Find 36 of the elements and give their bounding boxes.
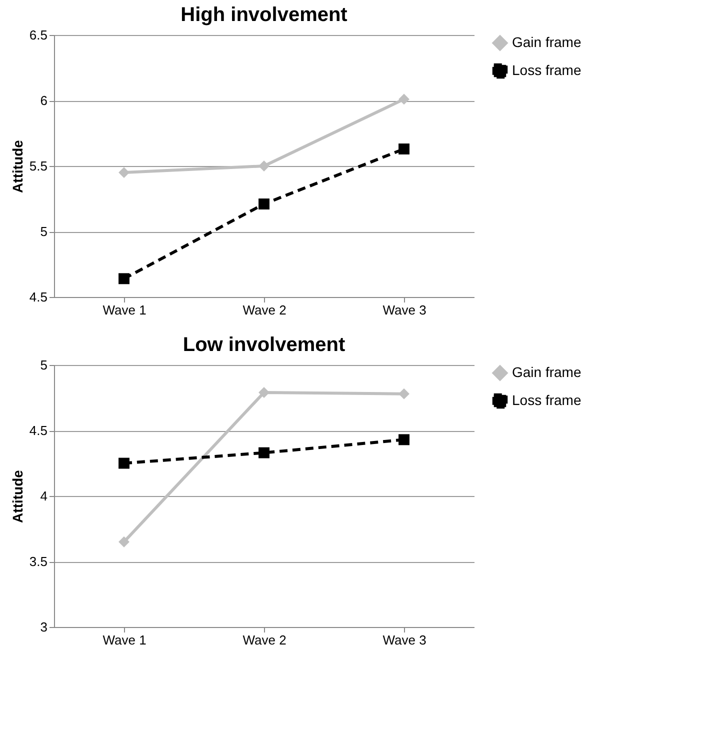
legend-label: Loss frame [512, 62, 582, 78]
y-axis-title: Attitude [9, 140, 26, 193]
x-tick-label: Wave 2 [242, 632, 286, 648]
y-tick-label: 4 [40, 488, 48, 504]
point [118, 273, 130, 284]
legend-label: Gain frame [512, 364, 582, 380]
y-tick-label: 5.5 [29, 158, 48, 174]
point [398, 388, 410, 400]
y-tick-label: 4.5 [29, 290, 48, 304]
point [258, 160, 270, 172]
y-tick-label: 5 [40, 224, 48, 239]
y-tick-label: 3.5 [29, 554, 48, 569]
y-tick-label: 6 [40, 93, 48, 108]
chart-title: Low involvement [182, 334, 346, 356]
y-tick-label: 4.5 [29, 423, 48, 438]
point [258, 447, 270, 458]
point [398, 434, 410, 446]
point [398, 143, 410, 154]
point [258, 198, 270, 210]
point [118, 167, 130, 178]
point [118, 536, 130, 548]
x-tick-label: Wave 2 [242, 302, 286, 318]
point [398, 94, 410, 105]
legend-label: Loss frame [512, 392, 582, 408]
point [258, 387, 270, 398]
y-tick-label: 5 [40, 358, 48, 372]
legend-label: Gain frame [512, 34, 582, 50]
x-tick-label: Wave 3 [382, 302, 426, 318]
x-tick-label: Wave 3 [382, 632, 426, 648]
y-tick-label: 6.5 [29, 28, 48, 42]
y-axis-title: Attitude [9, 470, 26, 523]
x-tick-label: Wave 1 [102, 302, 146, 318]
y-tick-label: 3 [40, 620, 48, 634]
x-tick-label: Wave 1 [102, 632, 146, 648]
chart-title: High involvement [180, 4, 348, 26]
point [118, 458, 130, 469]
